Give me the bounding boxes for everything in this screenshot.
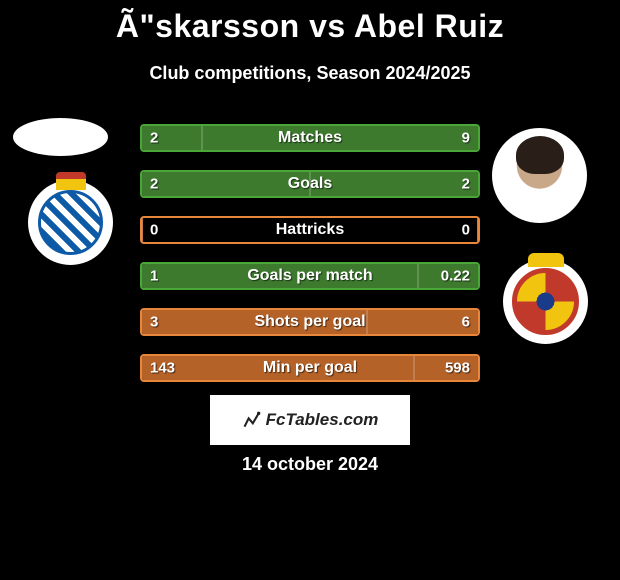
stat-value-right: 6: [462, 314, 470, 331]
stat-label: Goals: [288, 175, 332, 193]
stat-row: 2 9 Matches: [140, 124, 480, 152]
stat-value-right: 0: [462, 222, 470, 239]
stat-value-right: 9: [462, 130, 470, 147]
stat-row: 2 2 Goals: [140, 170, 480, 198]
stat-row: 1 0.22 Goals per match: [140, 262, 480, 290]
stat-label: Goals per match: [247, 267, 372, 285]
stat-value-right: 2: [462, 176, 470, 193]
stat-fill-right: [310, 172, 478, 196]
page-title: Ã"skarsson vs Abel Ruiz: [0, 0, 620, 45]
stat-value-left: 3: [150, 314, 158, 331]
stat-row: 0 0 Hattricks: [140, 216, 480, 244]
stat-label: Hattricks: [276, 221, 344, 239]
stat-fill-right: [477, 218, 478, 242]
stat-fill-left: [142, 218, 143, 242]
branding-icon: [242, 410, 262, 430]
stat-value-left: 1: [150, 268, 158, 285]
player-right-avatar: [492, 128, 587, 223]
stat-row: 3 6 Shots per goal: [140, 308, 480, 336]
stat-value-right: 0.22: [441, 268, 470, 285]
stats-bars: 2 9 Matches 2 2 Goals 0 0 Hattricks 1 0.22 Goals pe…: [140, 124, 480, 400]
stat-value-left: 2: [150, 176, 158, 193]
stat-value-left: 143: [150, 360, 175, 377]
stat-value-left: 0: [150, 222, 158, 239]
stat-value-left: 2: [150, 130, 158, 147]
stat-label: Matches: [278, 129, 342, 147]
stat-value-right: 598: [445, 360, 470, 377]
stat-label: Min per goal: [263, 359, 357, 377]
date-stamp: 14 october 2024: [0, 454, 620, 475]
club-left-logo: [28, 180, 113, 265]
page-subtitle: Club competitions, Season 2024/2025: [0, 63, 620, 84]
branding-text: FcTables.com: [266, 410, 379, 430]
branding-badge: FcTables.com: [210, 395, 410, 445]
stat-label: Shots per goal: [254, 313, 365, 331]
club-right-logo: [503, 259, 588, 344]
stat-fill-left: [142, 172, 310, 196]
player-left-avatar: [13, 118, 108, 156]
stat-row: 143 598 Min per goal: [140, 354, 480, 382]
